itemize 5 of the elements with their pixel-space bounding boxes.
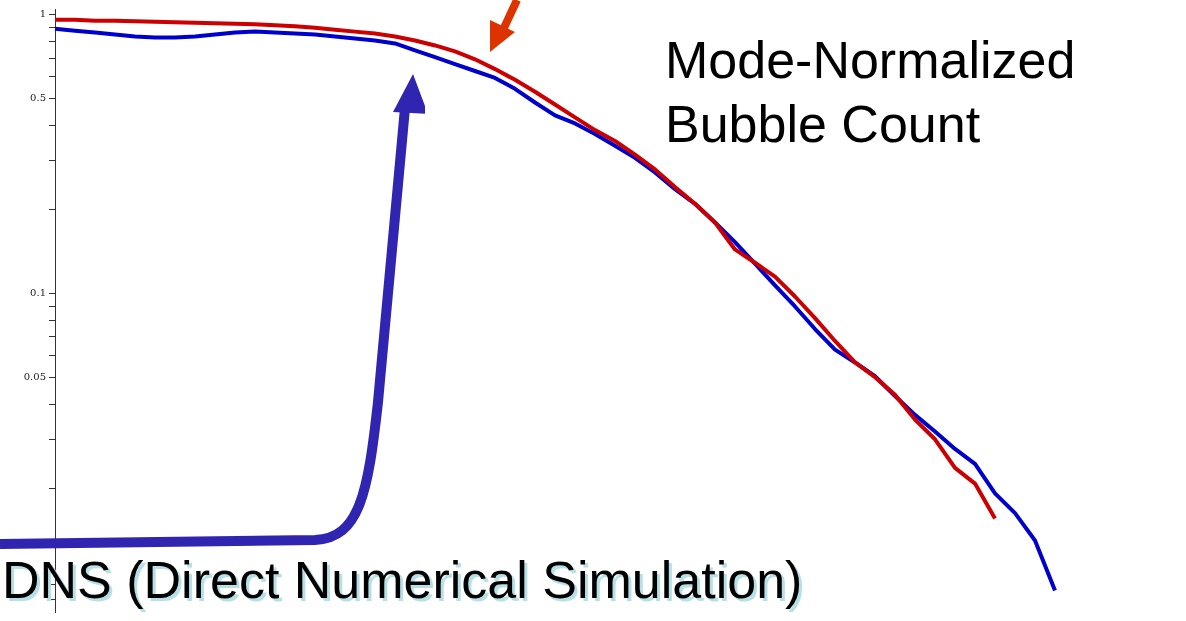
y-tick-label: 1: [39, 8, 46, 20]
y-tick-label: 0.1: [30, 287, 46, 299]
y-tick-label: 0.5: [30, 92, 46, 104]
y-tick-label: 0.05: [23, 371, 46, 383]
series-label: Mode-Normalized Bubble Count: [665, 30, 1077, 155]
